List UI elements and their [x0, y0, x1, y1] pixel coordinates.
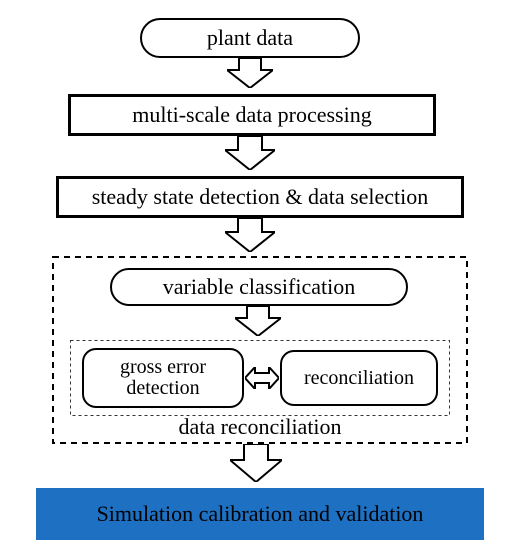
node-dr_group-label: data reconciliation [52, 415, 468, 438]
arrow-a5 [230, 444, 282, 482]
node-plant_data: plant data [140, 18, 360, 58]
node-multi_scale-label: multi-scale data processing [126, 103, 377, 126]
node-gross_error-label: gross error detection [114, 357, 212, 399]
arrow-a2 [225, 136, 275, 170]
flowchart-stage: plant data multi-scale data processing ste… [0, 0, 512, 550]
node-simulation-label: Simulation calibration and validation [91, 502, 430, 525]
arrow-a1 [227, 58, 273, 88]
arrow-a4 [235, 306, 281, 336]
node-multi_scale: multi-scale data processing [68, 94, 436, 136]
node-steady_state: steady state detection & data selection [56, 176, 464, 218]
node-variable_class-label: variable classification [157, 275, 361, 298]
node-reconciliation: reconciliation [280, 350, 438, 406]
arrow-a6 [245, 367, 279, 389]
node-reconciliation-label: reconciliation [298, 368, 420, 389]
node-gross_error: gross error detection [82, 348, 244, 408]
node-variable_class: variable classification [110, 268, 408, 306]
arrow-a3 [225, 218, 275, 252]
node-steady_state-label: steady state detection & data selection [86, 185, 435, 208]
node-simulation: Simulation calibration and validation [36, 488, 484, 540]
node-plant_data-label: plant data [201, 26, 299, 49]
